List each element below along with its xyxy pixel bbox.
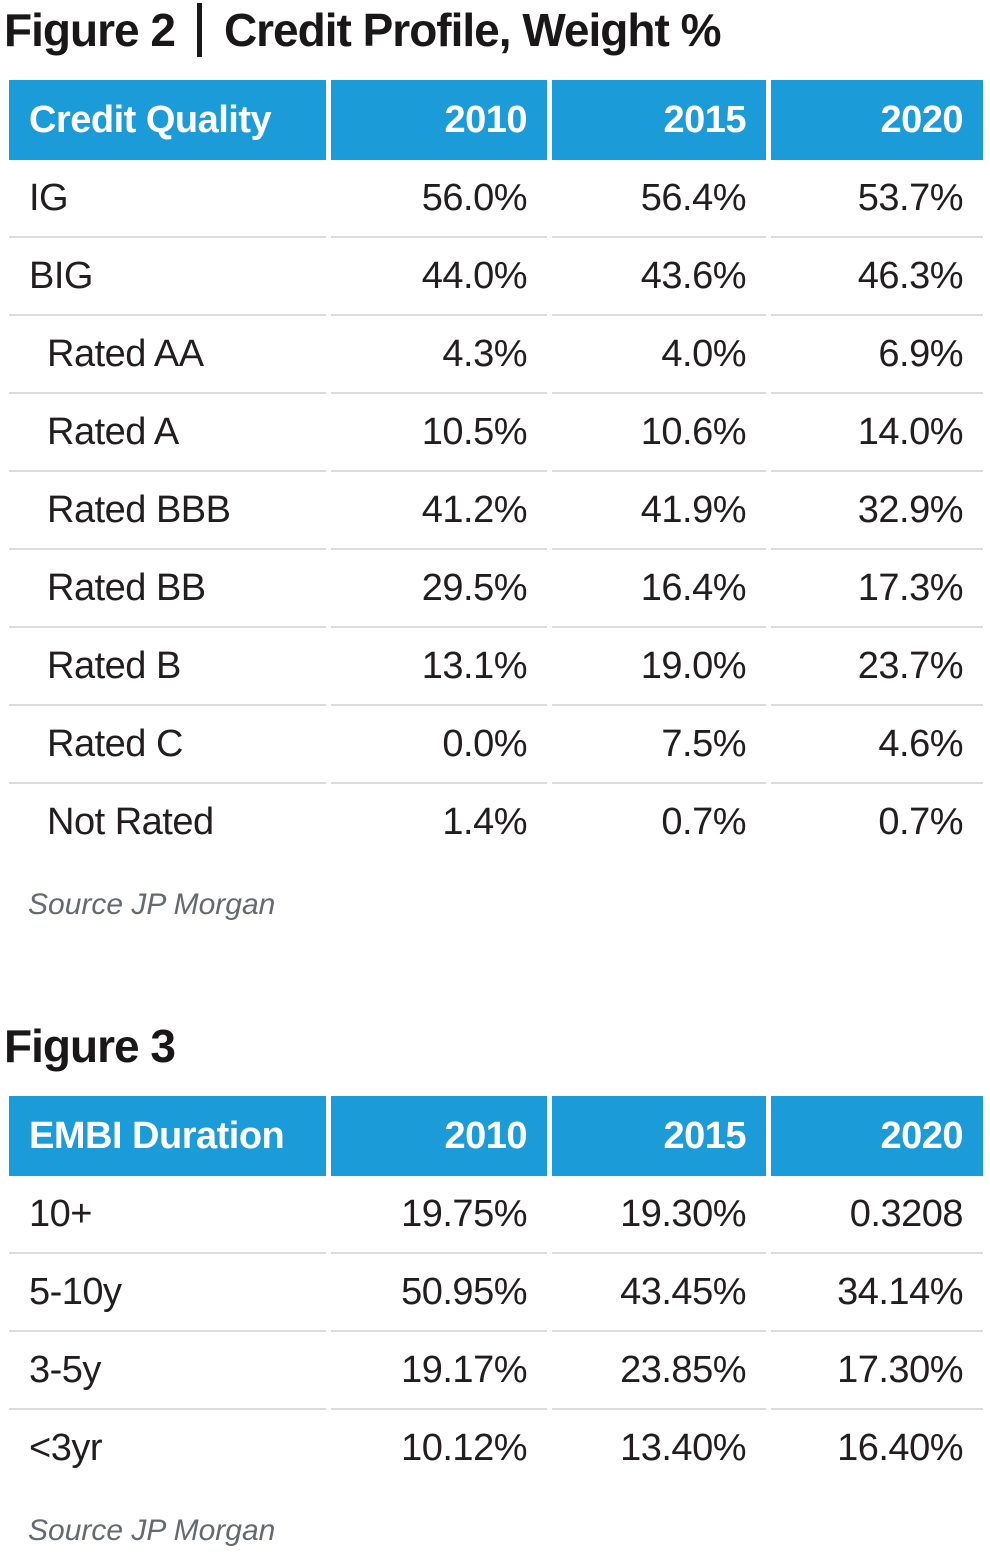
row-label: <3yr — [29, 1426, 102, 1469]
row-value: 50.95% — [331, 1254, 547, 1332]
row-value: 13.40% — [620, 1426, 746, 1469]
row-value: 0.7% — [661, 800, 746, 843]
figure2-title-label: Figure 2 — [4, 4, 176, 56]
row-value: 16.40% — [837, 1426, 963, 1469]
column-header-embi-duration: EMBI Duration — [9, 1096, 326, 1176]
title-divider-bar — [196, 3, 202, 57]
row-value: 43.45% — [552, 1254, 766, 1332]
row-label: Rated BBB — [9, 472, 326, 550]
row-value: 43.6% — [552, 238, 766, 316]
table-row: Rated BB 29.5% 16.4% 17.3% — [9, 550, 983, 628]
figure3-title-label: Figure 3 — [4, 1020, 176, 1072]
row-value: 4.0% — [552, 316, 766, 394]
table-row: <3yr 10.12% 13.40% 16.40% — [9, 1410, 983, 1486]
row-value: 16.4% — [552, 550, 766, 628]
row-label: 3-5y — [9, 1332, 326, 1410]
figure2-title: Figure 2 Credit Profile, Weight % — [4, 2, 984, 58]
column-header-2020: 2020 — [771, 1096, 983, 1176]
row-value: 4.3% — [331, 316, 547, 394]
row-value: 32.9% — [771, 472, 983, 550]
column-header-2015: 2015 — [552, 80, 766, 160]
row-label: 5-10y — [9, 1254, 326, 1332]
row-label: 10+ — [9, 1176, 326, 1254]
row-value: 29.5% — [331, 550, 547, 628]
table-row: Rated C 0.0% 7.5% 4.6% — [9, 706, 983, 784]
figure3-source-note: Source JP Morgan — [28, 1514, 276, 1547]
row-value: 41.2% — [331, 472, 547, 550]
row-value: 34.14% — [771, 1254, 983, 1332]
column-header-2020: 2020 — [771, 80, 983, 160]
row-value: 17.30% — [771, 1332, 983, 1410]
row-value: 7.5% — [552, 706, 766, 784]
row-value: 10.6% — [552, 394, 766, 472]
row-label: Rated B — [9, 628, 326, 706]
row-value: 13.1% — [331, 628, 547, 706]
figure2-source-note: Source JP Morgan — [28, 888, 276, 921]
row-value: 1.4% — [442, 800, 527, 843]
row-value: 6.9% — [771, 316, 983, 394]
row-value: 46.3% — [771, 238, 983, 316]
row-value: 10.5% — [331, 394, 547, 472]
embi-duration-table-body: 10+ 19.75% 19.30% 0.3208 5-10y 50.95% 43.45% 34… — [9, 1176, 983, 1486]
row-value: 0.7% — [878, 800, 963, 843]
table-row: 3-5y 19.17% 23.85% 17.30% — [9, 1332, 983, 1410]
row-value: 0.3208 — [771, 1176, 983, 1254]
table-row: 10+ 19.75% 19.30% 0.3208 — [9, 1176, 983, 1254]
column-header-credit-quality: Credit Quality — [9, 80, 326, 160]
row-value: 10.12% — [401, 1426, 527, 1469]
row-label: Rated C — [9, 706, 326, 784]
row-label: BIG — [9, 238, 326, 316]
figure3-title: Figure 3 — [4, 1018, 984, 1074]
table-row: 5-10y 50.95% 43.45% 34.14% — [9, 1254, 983, 1332]
row-value: 0.0% — [331, 706, 547, 784]
header-row: EMBI Duration 2010 2015 2020 — [9, 1096, 983, 1176]
figure2-title-text: Credit Profile, Weight % — [223, 4, 722, 56]
row-label: Not Rated — [47, 800, 214, 843]
row-value: 56.4% — [552, 160, 766, 238]
column-header-2010: 2010 — [331, 80, 547, 160]
header-row: Credit Quality 2010 2015 2020 — [9, 80, 983, 160]
row-value: 56.0% — [331, 160, 547, 238]
row-label: Rated AA — [9, 316, 326, 394]
table-row: Rated BBB 41.2% 41.9% 32.9% — [9, 472, 983, 550]
row-value: 19.30% — [552, 1176, 766, 1254]
credit-quality-table-header: Credit Quality 2010 2015 2020 — [9, 80, 983, 160]
row-value: 4.6% — [771, 706, 983, 784]
row-value: 23.85% — [552, 1332, 766, 1410]
table-row: Rated AA 4.3% 4.0% 6.9% — [9, 316, 983, 394]
row-value: 14.0% — [771, 394, 983, 472]
column-header-2015: 2015 — [552, 1096, 766, 1176]
row-value: 17.3% — [771, 550, 983, 628]
row-value: 19.0% — [552, 628, 766, 706]
row-value: 23.7% — [771, 628, 983, 706]
row-label: Rated BB — [9, 550, 326, 628]
row-value: 53.7% — [771, 160, 983, 238]
row-value: 19.17% — [331, 1332, 547, 1410]
embi-duration-table: EMBI Duration 2010 2015 2020 10+ 19.75% 19… — [4, 1096, 988, 1486]
table-row: Not Rated 1.4% 0.7% 0.7% — [9, 784, 983, 860]
table-row: Rated A 10.5% 10.6% 14.0% — [9, 394, 983, 472]
row-label: IG — [9, 160, 326, 238]
table-row: Rated B 13.1% 19.0% 23.7% — [9, 628, 983, 706]
table-row: BIG 44.0% 43.6% 46.3% — [9, 238, 983, 316]
row-value: 41.9% — [552, 472, 766, 550]
table-row: IG 56.0% 56.4% 53.7% — [9, 160, 983, 238]
row-label: Rated A — [9, 394, 326, 472]
embi-duration-table-header: EMBI Duration 2010 2015 2020 — [9, 1096, 983, 1176]
row-value: 44.0% — [331, 238, 547, 316]
credit-quality-table: Credit Quality 2010 2015 2020 IG 56.0% 56.… — [4, 80, 988, 860]
credit-quality-table-body: IG 56.0% 56.4% 53.7% BIG 44.0% 43.6% 46.3% Rated… — [9, 160, 983, 860]
column-header-2010: 2010 — [331, 1096, 547, 1176]
row-value: 19.75% — [331, 1176, 547, 1254]
